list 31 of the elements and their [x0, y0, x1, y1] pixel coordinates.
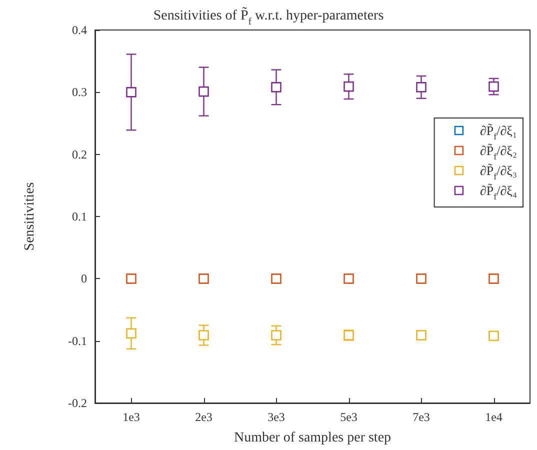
point	[416, 274, 426, 284]
x-tick-label: 7e3	[412, 410, 430, 424]
point	[488, 330, 499, 342]
point	[488, 274, 499, 284]
point	[344, 81, 354, 92]
point	[126, 274, 136, 284]
y-tick-label: 0	[81, 272, 87, 286]
y-tick-label: 0.4	[72, 23, 87, 37]
y-tick-label: 0.2	[72, 147, 87, 162]
y-tick-label: -0.1	[68, 334, 87, 348]
point	[344, 274, 354, 284]
y-tick-label: 0.3	[72, 85, 87, 100]
point	[488, 81, 499, 92]
point	[271, 82, 282, 92]
x-tick-label: 5e3	[340, 410, 358, 424]
x-tick-label: 1e4	[485, 410, 502, 424]
point	[126, 328, 136, 339]
y-axis-title: Sensitivities	[22, 182, 38, 251]
point	[416, 82, 426, 92]
point	[271, 330, 282, 340]
y-tick-label: -0.2	[68, 396, 87, 410]
point	[198, 274, 209, 284]
point	[198, 86, 209, 97]
x-tick-label: 2e3	[195, 410, 212, 424]
x-tick-label: 3e3	[268, 410, 285, 424]
x-axis-title: Number of samples per step	[234, 430, 392, 446]
x-tick-label: 1e3	[122, 410, 140, 424]
point	[198, 330, 209, 340]
point	[126, 87, 136, 98]
y-tick-label: 0.1	[72, 210, 87, 224]
point	[271, 274, 282, 284]
